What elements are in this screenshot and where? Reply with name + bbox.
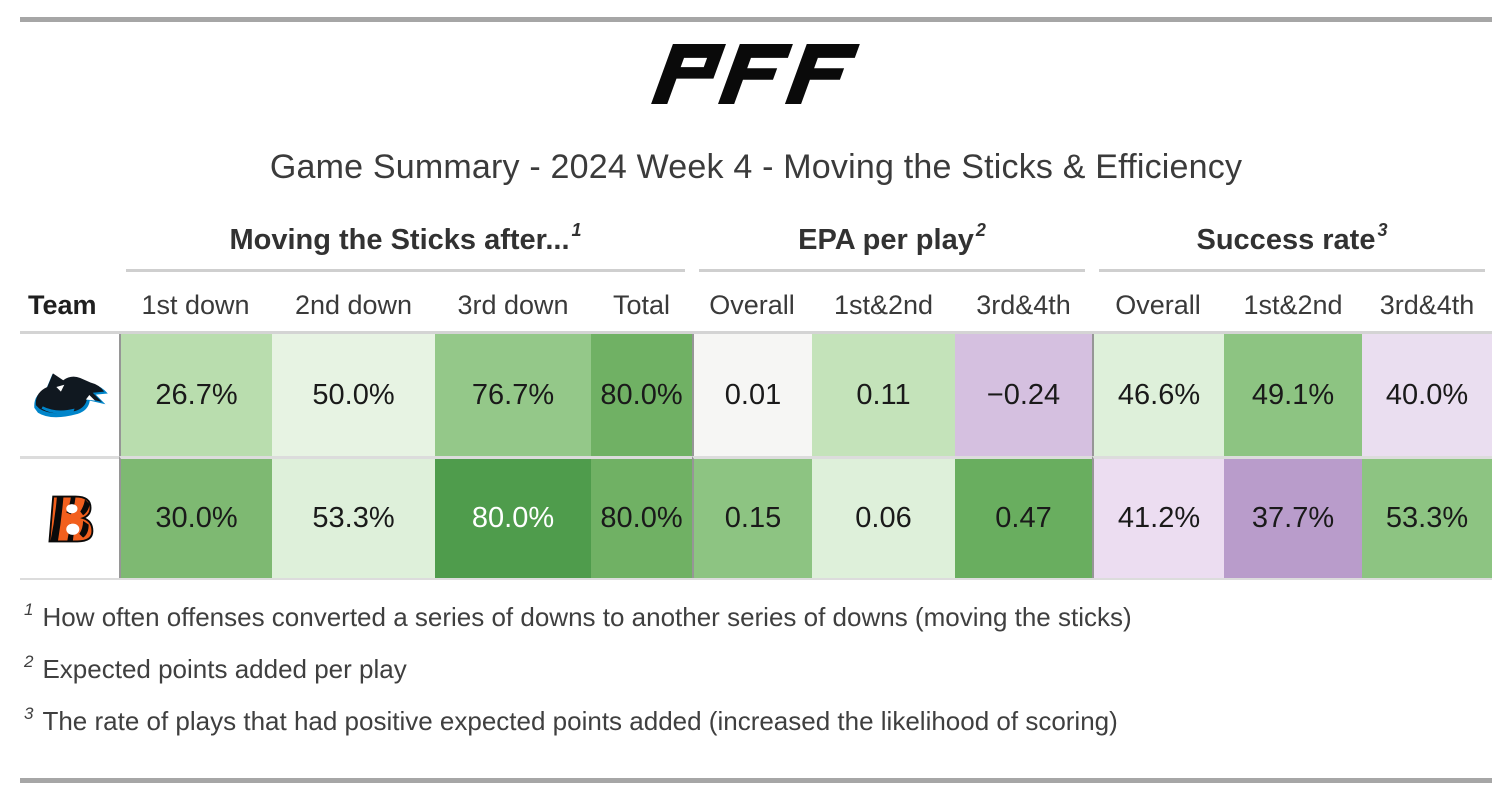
footnote-marker: 2 (24, 652, 34, 671)
column-header-sr-3rd4th: 3rd&4th (1379, 290, 1475, 320)
stat-cell: −0.24 (955, 334, 1092, 456)
group-header-success-rate: Success rate 3 (1099, 218, 1485, 272)
stats-table: Moving the Sticks after... 1 EPA per play… (20, 218, 1492, 580)
stat-cell: 76.7% (435, 334, 591, 456)
stat-cell: 49.1% (1224, 334, 1362, 456)
column-header-sr-overall: Overall (1115, 290, 1201, 320)
column-header-3rd-down: 3rd down (457, 290, 569, 320)
cincinnati-bengals-logo-icon (47, 495, 93, 542)
footnote-marker: 1 (24, 600, 34, 619)
team-cell-panthers (20, 334, 119, 456)
team-cell-bengals (20, 456, 119, 578)
header-divider (20, 331, 1492, 334)
group-label: Moving the Sticks after... (229, 224, 570, 256)
footnote-text: How often offenses converted a series of… (42, 602, 1132, 632)
footnote-marker: 3 (24, 704, 34, 723)
group-label: EPA per play (798, 224, 974, 256)
column-header-team: Team (28, 290, 97, 320)
stat-cell: 46.6% (1092, 334, 1224, 456)
stat-cell: 30.0% (119, 456, 272, 578)
table-bottom-divider (20, 578, 1492, 580)
column-header-2nd-down: 2nd down (294, 290, 413, 320)
stat-cell: 26.7% (119, 334, 272, 456)
footnote-marker: 1 (571, 220, 582, 240)
stat-cell: 41.2% (1092, 456, 1224, 578)
footnote-text: Expected points added per play (42, 654, 407, 684)
stat-cell: 0.15 (692, 456, 812, 578)
column-header-sr-1st2nd: 1st&2nd (1243, 290, 1343, 320)
carolina-panthers-logo-icon (33, 373, 108, 418)
footnotes: 1 How often offenses converted a series o… (24, 600, 1484, 758)
footnote-3: 3 The rate of plays that had positive exp… (24, 704, 1484, 737)
stat-cell: 0.01 (692, 334, 812, 456)
column-header-epa-overall: Overall (709, 290, 795, 320)
footnote-1: 1 How often offenses converted a series o… (24, 600, 1484, 633)
stat-cell: 80.0% (591, 456, 692, 578)
footnote-marker: 2 (975, 220, 986, 240)
stat-cell: 40.0% (1362, 334, 1492, 456)
bottom-rule (20, 778, 1492, 783)
top-rule (20, 17, 1492, 22)
group-header-spacer (20, 218, 119, 272)
footnote-2: 2 Expected points added per play (24, 652, 1484, 685)
column-header-epa-3rd4th: 3rd&4th (976, 290, 1071, 320)
stat-cell: 0.47 (955, 456, 1092, 578)
stat-cell: 0.06 (812, 456, 955, 578)
stat-cell: 0.11 (812, 334, 955, 456)
column-header-total: Total (612, 290, 671, 320)
stat-cell: 80.0% (591, 334, 692, 456)
stat-cell: 37.7% (1224, 456, 1362, 578)
stat-cell: 80.0% (435, 456, 591, 578)
group-label: Success rate (1196, 224, 1376, 256)
stat-cell: 50.0% (272, 334, 435, 456)
stat-cell: 53.3% (272, 456, 435, 578)
column-header-1st-down: 1st down (141, 290, 250, 320)
pff-logo-icon (651, 44, 860, 104)
page-title: Game Summary - 2024 Week 4 - Moving the … (269, 148, 1243, 186)
footnote-marker: 3 (1377, 220, 1388, 240)
group-header-epa-per-play: EPA per play 2 (699, 218, 1085, 272)
pff-logo (0, 44, 1512, 109)
stat-cell: 53.3% (1362, 456, 1492, 578)
column-header-epa-1st2nd: 1st&2nd (833, 290, 934, 320)
footnote-text: The rate of plays that had positive expe… (42, 706, 1118, 736)
group-header-moving-the-sticks: Moving the Sticks after... 1 (126, 218, 685, 272)
